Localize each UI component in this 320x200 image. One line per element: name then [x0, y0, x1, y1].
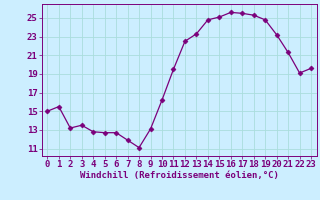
X-axis label: Windchill (Refroidissement éolien,°C): Windchill (Refroidissement éolien,°C) — [80, 171, 279, 180]
